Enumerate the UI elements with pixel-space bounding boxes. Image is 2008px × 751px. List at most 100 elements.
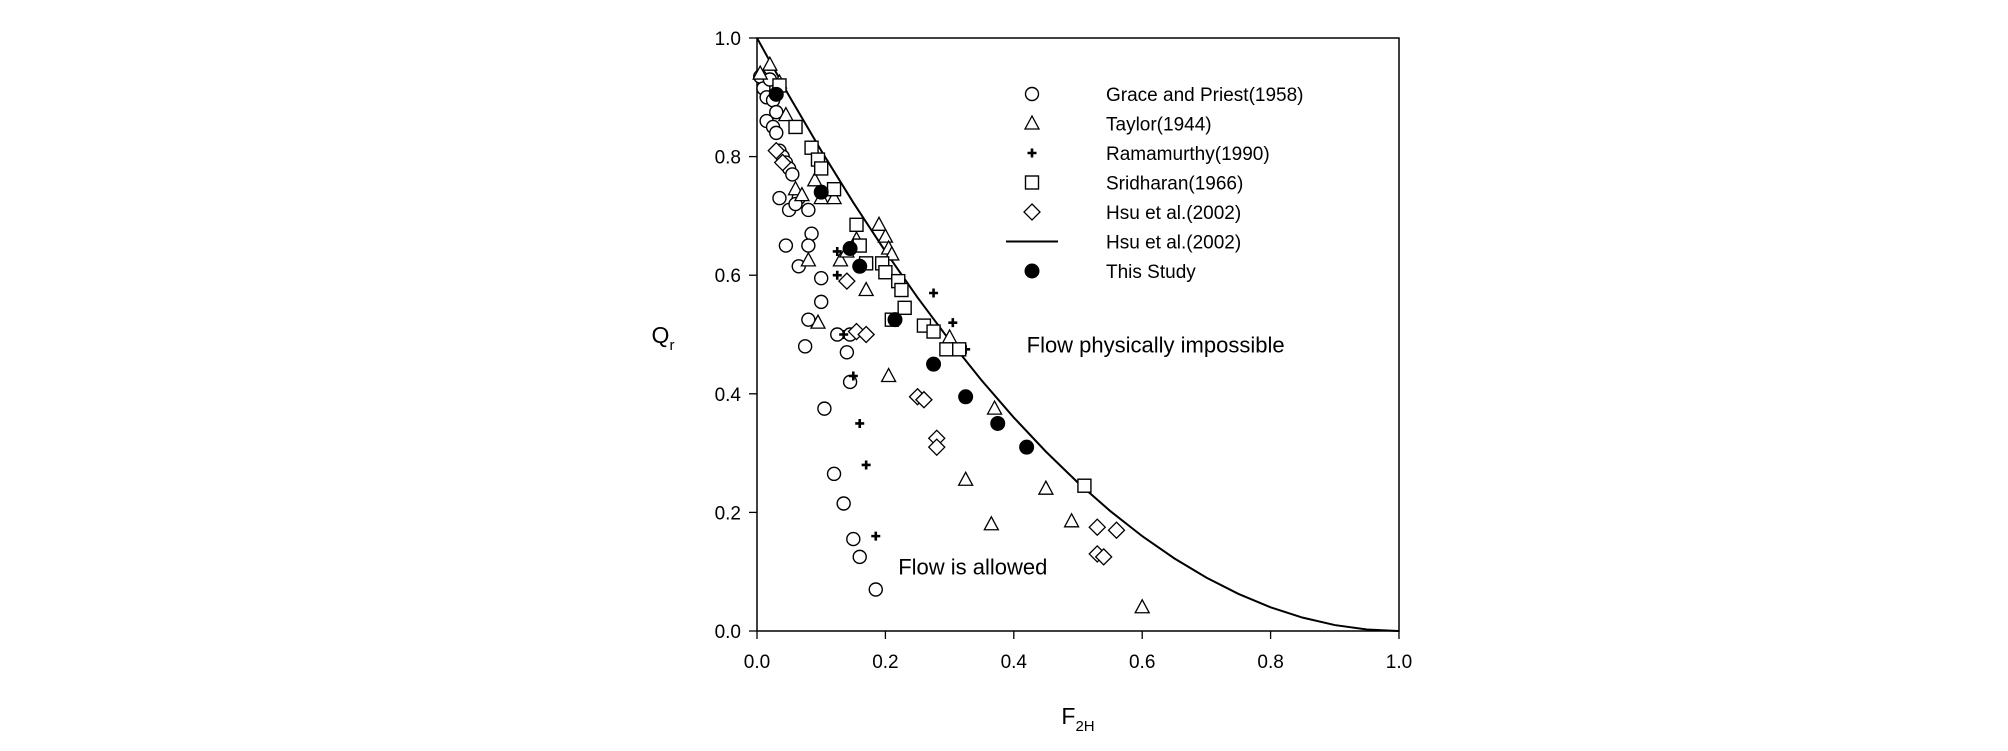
points-layer [752,55,1151,614]
x-tick-label: 0.8 [1257,652,1283,673]
point-this-study-circle-filled [768,86,784,102]
legend-item-grace-and-priest-1958-circle-open: Grace and Priest(1958) [1024,85,1304,106]
point-taylor-1944-triangle-open [800,251,817,267]
point-sridharan-1966-square-open [788,119,803,135]
y-axis-label-base: Q [652,322,670,348]
point-sridharan-1966-square-open [804,140,819,155]
point-grace-and-priest-1958-circle-open [801,238,816,253]
point-grace-and-priest-1958-circle-open [801,202,816,218]
y-tick-label: 0.6 [715,266,741,287]
x-tick-label: 0.0 [744,652,770,673]
point-hsu-et-al-2002-diamond-open [1094,547,1113,566]
point-grace-and-priest-1958-circle-open [814,270,829,286]
y-tick-label: 0.0 [715,622,741,643]
point-taylor-1944-triangle-open [1037,479,1054,495]
point-sridharan-1966-square-open [849,217,864,232]
point-taylor-1944-triangle-open [787,180,804,196]
point-ramamurthy-1990-plus [832,246,842,256]
point-this-study-circle-filled [926,356,942,372]
point-grace-and-priest-1958-circle-open [868,582,883,597]
point-this-study-circle-filled [852,258,868,274]
annotation-flow-physically-impossible: Flow physically impossible [1027,332,1285,357]
point-sridharan-1966-square-open [952,342,967,357]
y-axis: 0.0 0.2 0.4 0.6 0.8 1.0 [715,29,757,643]
point-taylor-1944-triangle-open [1063,512,1080,528]
point-hsu-et-al-2002-diamond-open [857,325,876,344]
y-tick-label: 0.8 [715,148,741,169]
x-tick-label: 1.0 [1386,652,1412,673]
point-sridharan-1966-square-open [897,300,912,316]
point-taylor-1944-triangle-open [825,189,843,205]
point-ramamurthy-1990-plus [948,318,958,328]
point-ramamurthy-1990-plus [839,330,849,339]
point-taylor-1944-triangle-open [877,227,894,243]
point-sridharan-1966-square-open [894,282,909,298]
point-hsu-et-al-2002-diamond-open [773,153,792,172]
legend-label: Hsu et al.(2002) [1106,233,1241,254]
point-taylor-1944-triangle-open [986,399,1003,415]
point-taylor-1944-triangle-open [1134,598,1151,614]
legend-label: Grace and Priest(1958) [1106,85,1304,106]
point-taylor-1944-triangle-open [752,64,769,80]
point-taylor-1944-triangle-open [806,171,823,187]
point-taylor-1944-triangle-open [858,281,875,297]
legend-label: Sridharan(1966) [1106,174,1243,195]
point-taylor-1944-triangle-open [761,55,778,71]
y-tick-label: 0.2 [715,503,741,524]
legend-marker-plus [1027,148,1037,158]
x-tick-label: 0.6 [1129,652,1155,673]
point-grace-and-priest-1958-circle-open [814,294,829,310]
point-ramamurthy-1990-plus [832,270,842,280]
point-ramamurthy-1990-plus [848,371,858,381]
point-grace-and-priest-1958-circle-open [785,167,800,182]
annotations-layer: Flow physically impossible Flow is allowe… [898,332,1284,579]
point-grace-and-priest-1958-circle-open [817,401,832,416]
x-tick-label: 0.2 [872,652,898,673]
point-hsu-et-al-2002-diamond-open [927,438,946,457]
point-hsu-et-al-2002-diamond-open [1088,518,1107,537]
point-taylor-1944-triangle-open [983,515,1000,531]
point-grace-and-priest-1958-circle-open [772,190,787,206]
point-ramamurthy-1990-plus [861,460,871,470]
legend-item-this-study-circle-filled: This Study [1024,262,1196,283]
point-sridharan-1966-square-open [878,265,893,280]
legend-item-ramamurthy-1990-plus: Ramamurthy(1990) [1027,144,1270,165]
legend-marker-triangle-open [1023,114,1041,130]
y-tick-label: 0.4 [715,385,742,406]
legend-item-sridharan-1966-square-open: Sridharan(1966) [1024,174,1243,195]
point-sridharan-1966-square-open [1077,478,1092,493]
point-grace-and-priest-1958-circle-open [839,345,855,360]
point-grace-and-priest-1958-circle-open [769,125,784,141]
point-sridharan-1966-square-open [939,342,954,357]
y-axis-label: Qr [652,322,675,354]
point-this-study-circle-filled [842,241,858,257]
point-this-study-circle-filled [813,184,829,200]
legend-marker-diamond-open [1023,203,1041,221]
legend-item-hsu-et-al-2002-diamond-open: Hsu et al.(2002) [1023,203,1241,224]
point-hsu-et-al-2002-diamond-open [837,272,856,291]
annotation-flow-is-allowed: Flow is allowed [898,555,1047,580]
point-sridharan-1966-square-open [814,161,829,176]
point-this-study-circle-filled [887,312,903,328]
point-this-study-circle-filled [958,389,974,405]
point-taylor-1944-triangle-open [880,367,897,383]
point-grace-and-priest-1958-circle-open [797,339,813,354]
legend-marker-circle-filled [1024,263,1040,279]
point-hsu-et-al-2002-diamond-open [1107,521,1126,540]
legend-marker-circle-open [1024,86,1040,102]
point-this-study-circle-filled [990,415,1006,431]
legend: Grace and Priest(1958) Taylor(1944) Ramamu… [1006,85,1304,283]
point-grace-and-priest-1958-circle-open [826,466,842,482]
y-axis-label-sub: r [669,337,674,354]
point-ramamurthy-1990-plus [855,418,865,428]
point-ramamurthy-1990-plus [871,531,881,541]
legend-label: Ramamurthy(1990) [1106,144,1270,165]
point-sridharan-1966-square-open [926,324,941,339]
y-tick-label: 1.0 [715,29,741,50]
legend-label: This Study [1106,262,1196,283]
point-this-study-circle-filled [1019,439,1035,455]
point-hsu-et-al-2002-diamond-open [767,141,786,160]
point-grace-and-priest-1958-circle-open [846,531,861,547]
point-grace-and-priest-1958-circle-open [852,549,867,565]
